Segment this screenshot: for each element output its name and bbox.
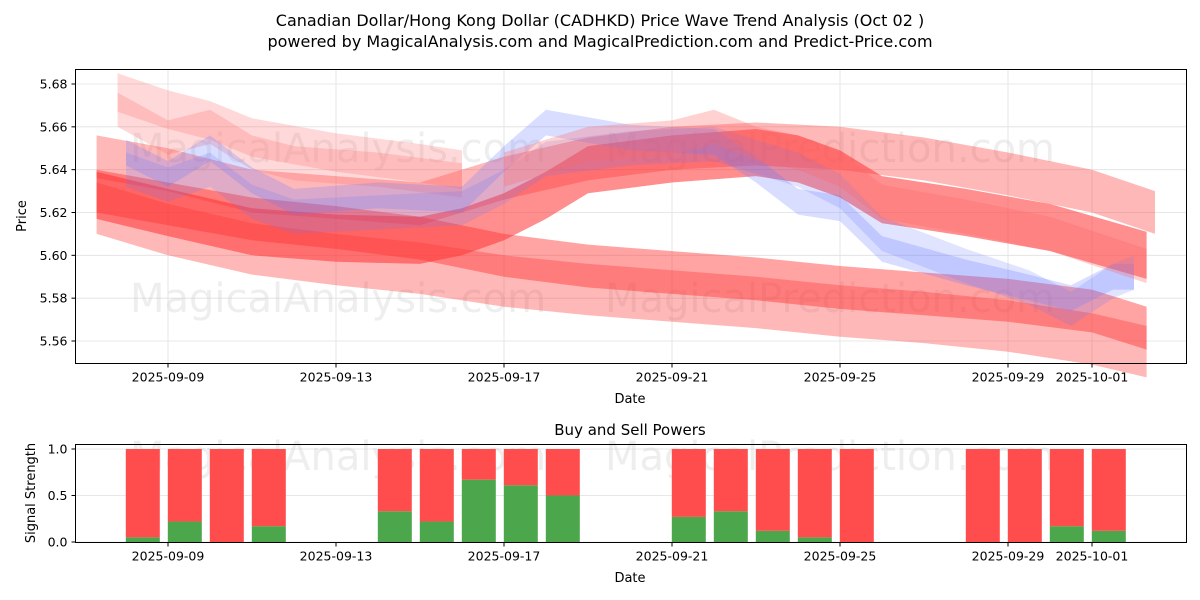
main-x-ticks: 2025-09-09 2025-09-13 2025-09-17 2025-09-21… [132, 363, 1129, 385]
sell-bar [167, 449, 202, 522]
chart-subtitle: powered by MagicalAnalysis.com and Magic… [267, 32, 932, 51]
bars [125, 449, 1126, 542]
main-bands [96, 73, 1156, 378]
buy-bar [461, 479, 496, 542]
bar-x-tick-label: 2025-10-01 [1056, 549, 1129, 564]
buy-bar [797, 537, 832, 542]
main-x-tick-label: 2025-09-21 [636, 370, 709, 385]
sell-bar [125, 449, 160, 538]
bar-y-label: Signal Strength [24, 443, 39, 543]
buy-bar [1091, 530, 1126, 542]
sell-bar [419, 449, 454, 522]
watermark-text: MagicalPrediction.com [605, 276, 1055, 322]
buy-bar [251, 526, 286, 542]
bar-axes-frame [75, 444, 1187, 543]
red-band-main [96, 129, 1147, 279]
sell-bar [251, 449, 286, 527]
main-axes-frame [75, 69, 1187, 364]
pink-band-mid [504, 109, 1147, 284]
sell-bar [797, 449, 832, 538]
main-y-tick-label: 5.56 [40, 334, 68, 349]
main-y-label: Price [15, 200, 30, 232]
main-y-tick-label: 5.62 [40, 205, 68, 220]
buy-bar [377, 511, 412, 542]
main-y-tick-label: 5.68 [40, 77, 68, 92]
buy-bar [671, 516, 706, 542]
chart-title: Canadian Dollar/Hong Kong Dollar (CADHKD… [276, 11, 924, 30]
buy-bar [167, 521, 202, 542]
sell-bar [377, 449, 412, 512]
sell-bar [1091, 449, 1126, 531]
sell-bar [713, 449, 748, 512]
buy-bar [713, 511, 748, 542]
sell-bar [1049, 449, 1084, 527]
main-x-tick-label: 2025-09-25 [804, 370, 877, 385]
bar-x-label: Date [614, 571, 645, 586]
bar-x-tick-label: 2025-09-09 [132, 549, 205, 564]
watermark-text: MagicalAnalysis.com [130, 126, 546, 172]
red-band-low-1 [96, 182, 1147, 378]
sell-bar [461, 449, 496, 480]
bar-x-tick-label: 2025-09-21 [636, 549, 709, 564]
bar-y-tick-label: 0.5 [48, 488, 68, 503]
main-y-tick-label: 5.66 [40, 119, 68, 134]
blue-band-2 [126, 126, 1134, 326]
main-y-tick-label: 5.60 [40, 248, 68, 263]
main-y-ticks: 5.56 5.58 5.60 5.62 5.64 5.66 5.68 [40, 77, 76, 349]
blue-band-1 [126, 109, 1134, 311]
main-x-tick-label: 2025-10-01 [1056, 370, 1129, 385]
bar-y-tick-label: 0.0 [48, 535, 68, 550]
bar-x-tick-label: 2025-09-17 [468, 549, 541, 564]
bar-y-ticks: 0.0 0.5 1.0 [48, 442, 76, 550]
main-x-tick-label: 2025-09-09 [132, 370, 205, 385]
bar-chart-title: Buy and Sell Powers [554, 421, 706, 439]
sell-bar [965, 449, 1000, 542]
buy-bar [1049, 526, 1084, 542]
sell-bar [839, 449, 874, 542]
buy-bar [125, 537, 160, 542]
buy-bar [419, 521, 454, 542]
pink-band-top-1 [117, 73, 462, 189]
main-x-tick-label: 2025-09-13 [300, 370, 373, 385]
bar-x-ticks: 2025-09-09 2025-09-13 2025-09-17 2025-09-21… [132, 542, 1129, 564]
red-band-upper [96, 122, 1156, 234]
sell-bar [755, 449, 790, 531]
watermark-text: MagicalAnalysis.com [130, 276, 546, 322]
main-x-tick-label: 2025-09-17 [468, 370, 541, 385]
main-y-tick-label: 5.58 [40, 291, 68, 306]
buy-bar [503, 485, 538, 542]
buy-bar [755, 530, 790, 542]
sell-bar [503, 449, 538, 486]
sell-bar [545, 449, 580, 496]
red-band-low-2 [96, 169, 1147, 350]
main-x-tick-label: 2025-09-29 [972, 370, 1045, 385]
main-x-label: Date [614, 392, 645, 407]
sell-bar [1007, 449, 1042, 542]
sell-bar [671, 449, 706, 517]
bar-x-tick-label: 2025-09-29 [972, 549, 1045, 564]
sell-bar [209, 449, 244, 542]
bar-y-tick-label: 1.0 [48, 442, 68, 457]
bar-x-tick-label: 2025-09-25 [804, 549, 877, 564]
bar-x-tick-label: 2025-09-13 [300, 549, 373, 564]
main-y-tick-label: 5.64 [40, 162, 68, 177]
buy-bar [545, 495, 580, 542]
pink-band-top-2 [117, 92, 462, 198]
